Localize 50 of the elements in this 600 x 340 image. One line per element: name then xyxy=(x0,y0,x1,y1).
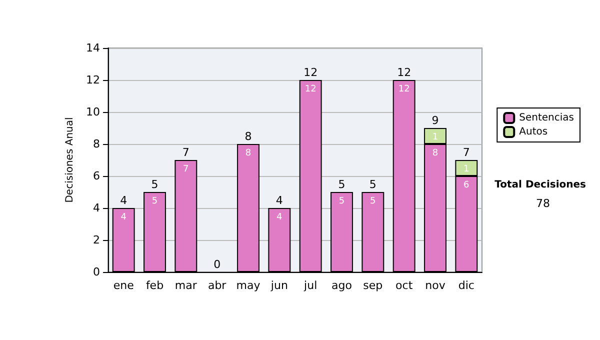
y-tick-label: 14 xyxy=(86,42,100,54)
data-label: 4 xyxy=(120,212,127,222)
x-tick-label: jul xyxy=(303,279,318,292)
total-label: 12 xyxy=(304,66,318,79)
y-tick-label: 6 xyxy=(93,170,100,182)
total-label: 8 xyxy=(244,130,252,143)
data-label: 12 xyxy=(398,84,410,94)
y-tick-label: 12 xyxy=(86,74,100,86)
y-tick-label: 8 xyxy=(93,138,100,150)
total-label: 5 xyxy=(151,178,158,191)
x-tick-label: dic xyxy=(458,279,474,292)
y-tick-label: 2 xyxy=(93,234,100,246)
x-tick-label: may xyxy=(236,279,261,292)
y-tick-label: 10 xyxy=(86,106,100,118)
x-tick-label: feb xyxy=(146,279,164,292)
y-tick-label: 0 xyxy=(93,266,100,278)
total-label: 4 xyxy=(276,194,283,207)
data-label: 8 xyxy=(432,148,438,158)
data-label: 1 xyxy=(432,132,438,142)
legend-label: Sentencias xyxy=(519,112,574,124)
data-label: 5 xyxy=(370,196,376,206)
x-tick-label: ene xyxy=(113,279,134,292)
total-label: 7 xyxy=(182,146,190,159)
data-label: 6 xyxy=(464,180,470,190)
legend-label: Autos xyxy=(519,126,548,138)
total-label: 9 xyxy=(432,114,439,127)
data-label: 5 xyxy=(152,196,158,206)
data-label: 1 xyxy=(464,164,470,174)
total-label: 5 xyxy=(369,178,376,191)
x-tick-label: nov xyxy=(425,279,446,292)
x-tick-label: abr xyxy=(208,279,227,292)
x-tick-label: jun xyxy=(270,279,288,292)
data-label: 8 xyxy=(245,148,252,158)
y-axis-title: Decisiones Anual xyxy=(64,117,76,203)
y-tick-label: 4 xyxy=(93,202,100,214)
x-tick-label: sep xyxy=(363,279,383,292)
text: 78 xyxy=(536,197,550,210)
data-label: 4 xyxy=(276,212,283,222)
total-label: 7 xyxy=(462,146,470,159)
total-label: 0 xyxy=(214,258,221,271)
data-label: 5 xyxy=(338,196,345,206)
data-label: 7 xyxy=(183,164,189,174)
total-label: 4 xyxy=(120,194,128,207)
x-tick-label: mar xyxy=(174,279,198,292)
text: Total Decisiones xyxy=(494,180,586,190)
x-tick-label: oct xyxy=(396,279,414,292)
x-tick-label: ago xyxy=(332,279,352,292)
total-label: 5 xyxy=(338,178,346,191)
total-label: 12 xyxy=(397,66,412,79)
data-label: 12 xyxy=(304,84,316,94)
